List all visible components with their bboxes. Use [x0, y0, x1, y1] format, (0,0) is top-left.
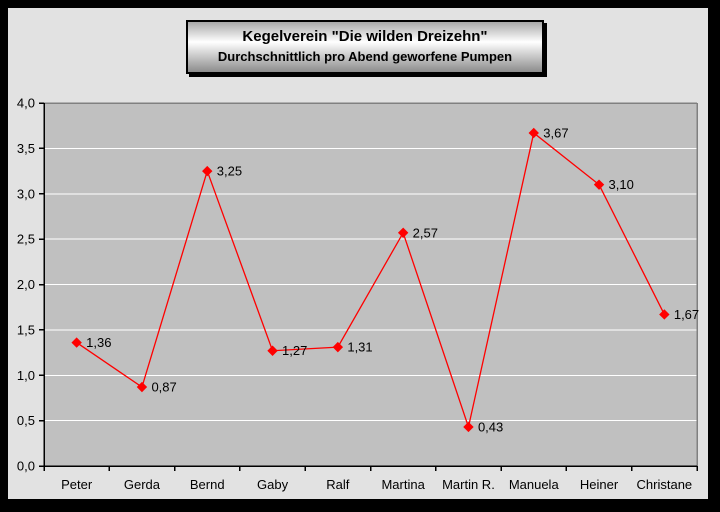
data-point-label: 0,43 — [478, 419, 503, 434]
data-point-label: 1,67 — [674, 307, 699, 322]
chart-subtitle: Durchschnittlich pro Abend geworfene Pum… — [217, 48, 513, 64]
data-point-marker — [593, 179, 605, 190]
series-line — [76, 131, 665, 430]
data-point-label: 1,31 — [347, 340, 372, 355]
data-point-marker — [659, 309, 670, 320]
data-point-label: 3,10 — [609, 177, 634, 192]
y-axis-label: 4,0 — [17, 96, 35, 111]
data-point-marker — [528, 127, 539, 139]
data-point-label: 0,87 — [151, 380, 176, 395]
y-axis-label: 1,5 — [17, 322, 35, 337]
chart-background: 0,0 0,5 1,0 1,5 2,0 2,5 3,0 3,5 4,0 Peter Gerda Ber… — [8, 8, 708, 499]
y-axis-label: 2,0 — [17, 277, 35, 292]
chart-canvas: 0,0 0,5 1,0 1,5 2,0 2,5 3,0 3,5 4,0 Peter Gerda Ber… — [17, 96, 699, 493]
data-point-marker — [136, 381, 148, 393]
data-point-marker — [71, 337, 82, 348]
x-axis-label: Peter — [61, 477, 93, 492]
x-axis-label: Gerda — [124, 477, 161, 492]
data-point-label: 3,25 — [217, 164, 242, 179]
data-point-label: 1,36 — [86, 335, 111, 350]
x-axis-label: Martina — [381, 477, 425, 492]
data-point-label: 1,27 — [282, 343, 307, 358]
x-axis-label: Ralf — [326, 477, 350, 492]
x-axis-label: Manuela — [509, 477, 560, 492]
y-axis-label: 3,0 — [17, 186, 35, 201]
data-point-marker — [397, 227, 409, 238]
x-axis-label: Gaby — [257, 477, 289, 492]
y-axis-label: 0,0 — [17, 459, 35, 474]
data-point-label: 2,57 — [413, 225, 438, 240]
y-axis-label: 0,5 — [17, 413, 35, 428]
x-axis-label: Martin R. — [442, 477, 495, 492]
data-point-marker — [332, 341, 344, 353]
x-axis-label: Heiner — [580, 477, 619, 492]
data-point-marker — [463, 421, 474, 433]
x-axis-label: Bernd — [190, 477, 225, 492]
y-axis-label: 1,0 — [17, 368, 35, 383]
x-axis-label: Christane — [637, 477, 693, 492]
data-point-marker — [202, 165, 213, 177]
chart-title: Kegelverein "Die wilden Dreizehn" — [242, 28, 488, 45]
data-point-marker — [267, 345, 278, 356]
data-point-label: 3,67 — [543, 125, 568, 140]
y-axis-label: 3,5 — [17, 141, 35, 156]
y-axis-label: 2,5 — [17, 232, 35, 247]
chart-title-box: Kegelverein "Die wilden Dreizehn" Durchs… — [186, 20, 544, 74]
